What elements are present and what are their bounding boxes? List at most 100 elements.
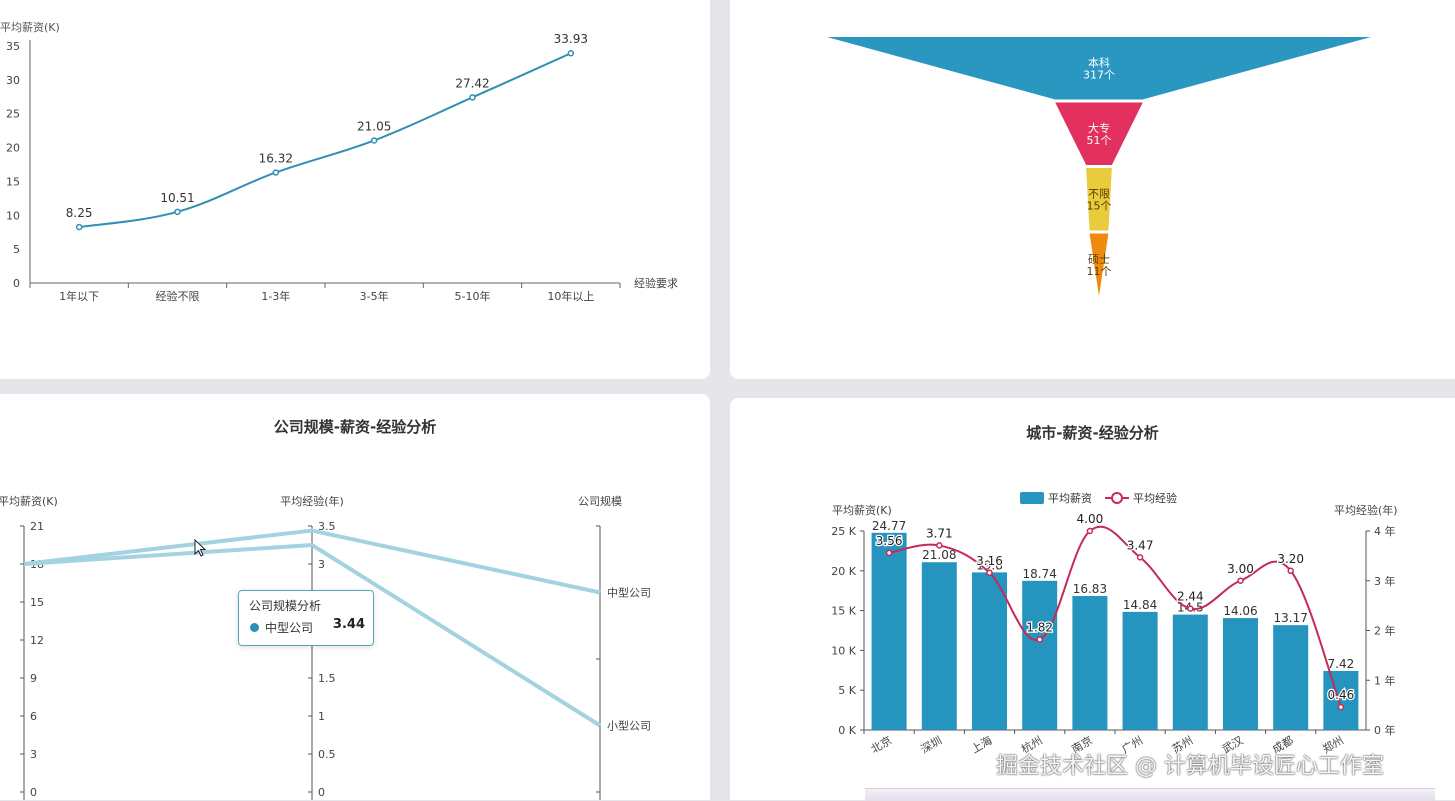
x-tick-label: 5-10年 — [455, 289, 491, 303]
bar-data-label: 18.74 — [1023, 567, 1057, 581]
tooltip-series-name: 中型公司 — [265, 621, 314, 635]
x-tick-label: 深圳 — [919, 734, 945, 756]
bar — [1223, 618, 1258, 730]
data-label: 21.05 — [357, 119, 391, 133]
parallel-tick-label: 0 — [30, 786, 37, 799]
x-tick-label: 北京 — [868, 733, 894, 756]
line-data-point — [885, 549, 893, 557]
y-tick-label: 25 K — [831, 525, 856, 538]
chart-tooltip: 公司规模分析 中型公司 3.44 — [238, 590, 374, 646]
line-data-label: 3.56 — [876, 534, 903, 548]
line-data-label: 3.20 — [1277, 552, 1304, 566]
data-label: 10.51 — [160, 191, 194, 205]
data-label: 16.32 — [259, 151, 293, 165]
tooltip-dot-icon — [250, 623, 259, 632]
parallel-tick-label: 0.5 — [318, 748, 336, 761]
bottom-scroll-strip — [865, 788, 1435, 801]
x-tick-label: 经验不限 — [156, 289, 200, 303]
legend-bar-label: 平均薪资 — [1048, 492, 1092, 505]
line-data-point — [1337, 703, 1345, 711]
bar — [921, 562, 957, 730]
y2-axis-label: 平均经验(年) — [1334, 503, 1398, 517]
parallel-series-line — [23, 543, 602, 728]
x-tick-label: 10年以上 — [547, 289, 594, 303]
parallel-tick-label: 21 — [30, 520, 44, 533]
y2-tick-label: 3 年 — [1374, 574, 1396, 588]
line-data-point — [986, 569, 993, 577]
x-tick-label: 1-3年 — [261, 289, 290, 303]
x-tick-label: 上海 — [968, 733, 994, 756]
y2-tick-label: 0 年 — [1374, 723, 1396, 737]
funnel-label-value: 51个 — [1087, 134, 1112, 147]
parallel-axis-name: 公司规模 — [578, 494, 622, 508]
data-label: 33.93 — [554, 32, 588, 46]
funnel-label-value: 15个 — [1087, 199, 1112, 212]
parallel-series-line — [23, 528, 601, 595]
bar — [1072, 596, 1108, 730]
bar-data-label: 16.83 — [1073, 582, 1107, 596]
data-point — [174, 208, 181, 216]
series-line — [79, 52, 572, 229]
bar — [1122, 611, 1158, 730]
line-data-point — [1187, 605, 1194, 612]
mouse-cursor-icon — [194, 539, 207, 557]
company-size-title: 公司规模-薪资-经验分析 — [273, 418, 437, 436]
legend-line-marker — [1111, 492, 1123, 504]
line-data-point — [1237, 577, 1244, 584]
funnel-segment — [1086, 168, 1112, 231]
legend-bar-swatch — [1020, 492, 1044, 504]
bar — [1022, 580, 1058, 730]
y-tick-label: 5 — [13, 243, 20, 256]
parallel-tick-label: 3.5 — [318, 520, 336, 533]
line-data-label: 3.71 — [926, 526, 953, 540]
bar — [871, 532, 907, 730]
experience-salary-line-chart: 平均薪资(K) 0 5 10 15 20 25 30 35 1年以下 经验不限 1-3年 3-5年 5-1… — [0, 21, 678, 303]
line-data-point — [1036, 636, 1043, 643]
experience-line — [888, 525, 1342, 708]
line-data-label: 3.16 — [976, 554, 1003, 568]
parallel-tick-label: 1 — [318, 710, 325, 723]
bar — [1273, 625, 1309, 730]
parallel-axis-name: 平均经验(年) — [280, 494, 344, 508]
x-tick-label: 3-5年 — [360, 289, 389, 303]
funnel-label-name: 硕士 — [1088, 253, 1110, 266]
y-tick-label: 15 K — [831, 605, 856, 618]
y-tick-label: 15 — [6, 175, 20, 188]
y-axis-label: 平均薪资(K) — [0, 21, 60, 34]
city-panel: 城市-薪资-经验分析 平均薪资 平均经验 平均薪资(K) 平均经验(年) 0 K 5 K 1… — [730, 398, 1455, 800]
y-tick-label: 30 — [6, 74, 20, 87]
data-label: 8.25 — [66, 206, 93, 220]
data-point — [567, 49, 575, 57]
company-size-panel: 公司规模-薪资-经验分析 平均薪资(K) 0 3 6 9 12 15 18 21 平均经验(年) 0… — [0, 394, 710, 800]
experience-salary-panel: 平均薪资(K) 0 5 10 15 20 25 30 35 1年以下 经验不限 1-3年 3-5年 5-1… — [0, 0, 710, 379]
bar-data-label: 13.17 — [1274, 611, 1308, 625]
bar-data-label: 24.77 — [872, 519, 906, 533]
y-tick-label: 10 K — [831, 644, 856, 657]
y-tick-label: 0 K — [838, 724, 856, 737]
parallel-category-label: 中型公司 — [607, 586, 651, 600]
y-tick-label: 0 — [13, 277, 20, 290]
y-tick-label: 5 K — [838, 684, 856, 697]
y-tick-label: 20 — [6, 142, 20, 155]
funnel-segment — [1089, 233, 1109, 296]
funnel-label-name: 不限 — [1088, 187, 1110, 200]
data-point — [469, 94, 476, 101]
line-data-point — [1287, 567, 1294, 575]
bar-data-label: 21.08 — [922, 548, 956, 562]
parallel-tick-label: 1.5 — [318, 672, 336, 685]
parallel-tick-label: 12 — [30, 634, 44, 647]
bar-data-label: 14.06 — [1223, 604, 1257, 618]
funnel-label-value: 317个 — [1083, 68, 1115, 81]
y-tick-label: 20 K — [831, 565, 856, 578]
funnel-segment — [1055, 102, 1143, 165]
line-data-point — [1086, 527, 1094, 535]
legend-line-label: 平均经验 — [1133, 491, 1177, 505]
y2-tick-label: 4 年 — [1374, 524, 1396, 538]
parallel-tick-label: 3 — [30, 748, 37, 761]
tooltip-value: 3.44 — [332, 617, 365, 632]
y2-tick-label: 1 年 — [1374, 673, 1396, 687]
y-tick-label: 25 — [6, 108, 20, 121]
line-data-label: 4.00 — [1077, 512, 1104, 526]
line-data-label: 3.00 — [1227, 562, 1254, 576]
